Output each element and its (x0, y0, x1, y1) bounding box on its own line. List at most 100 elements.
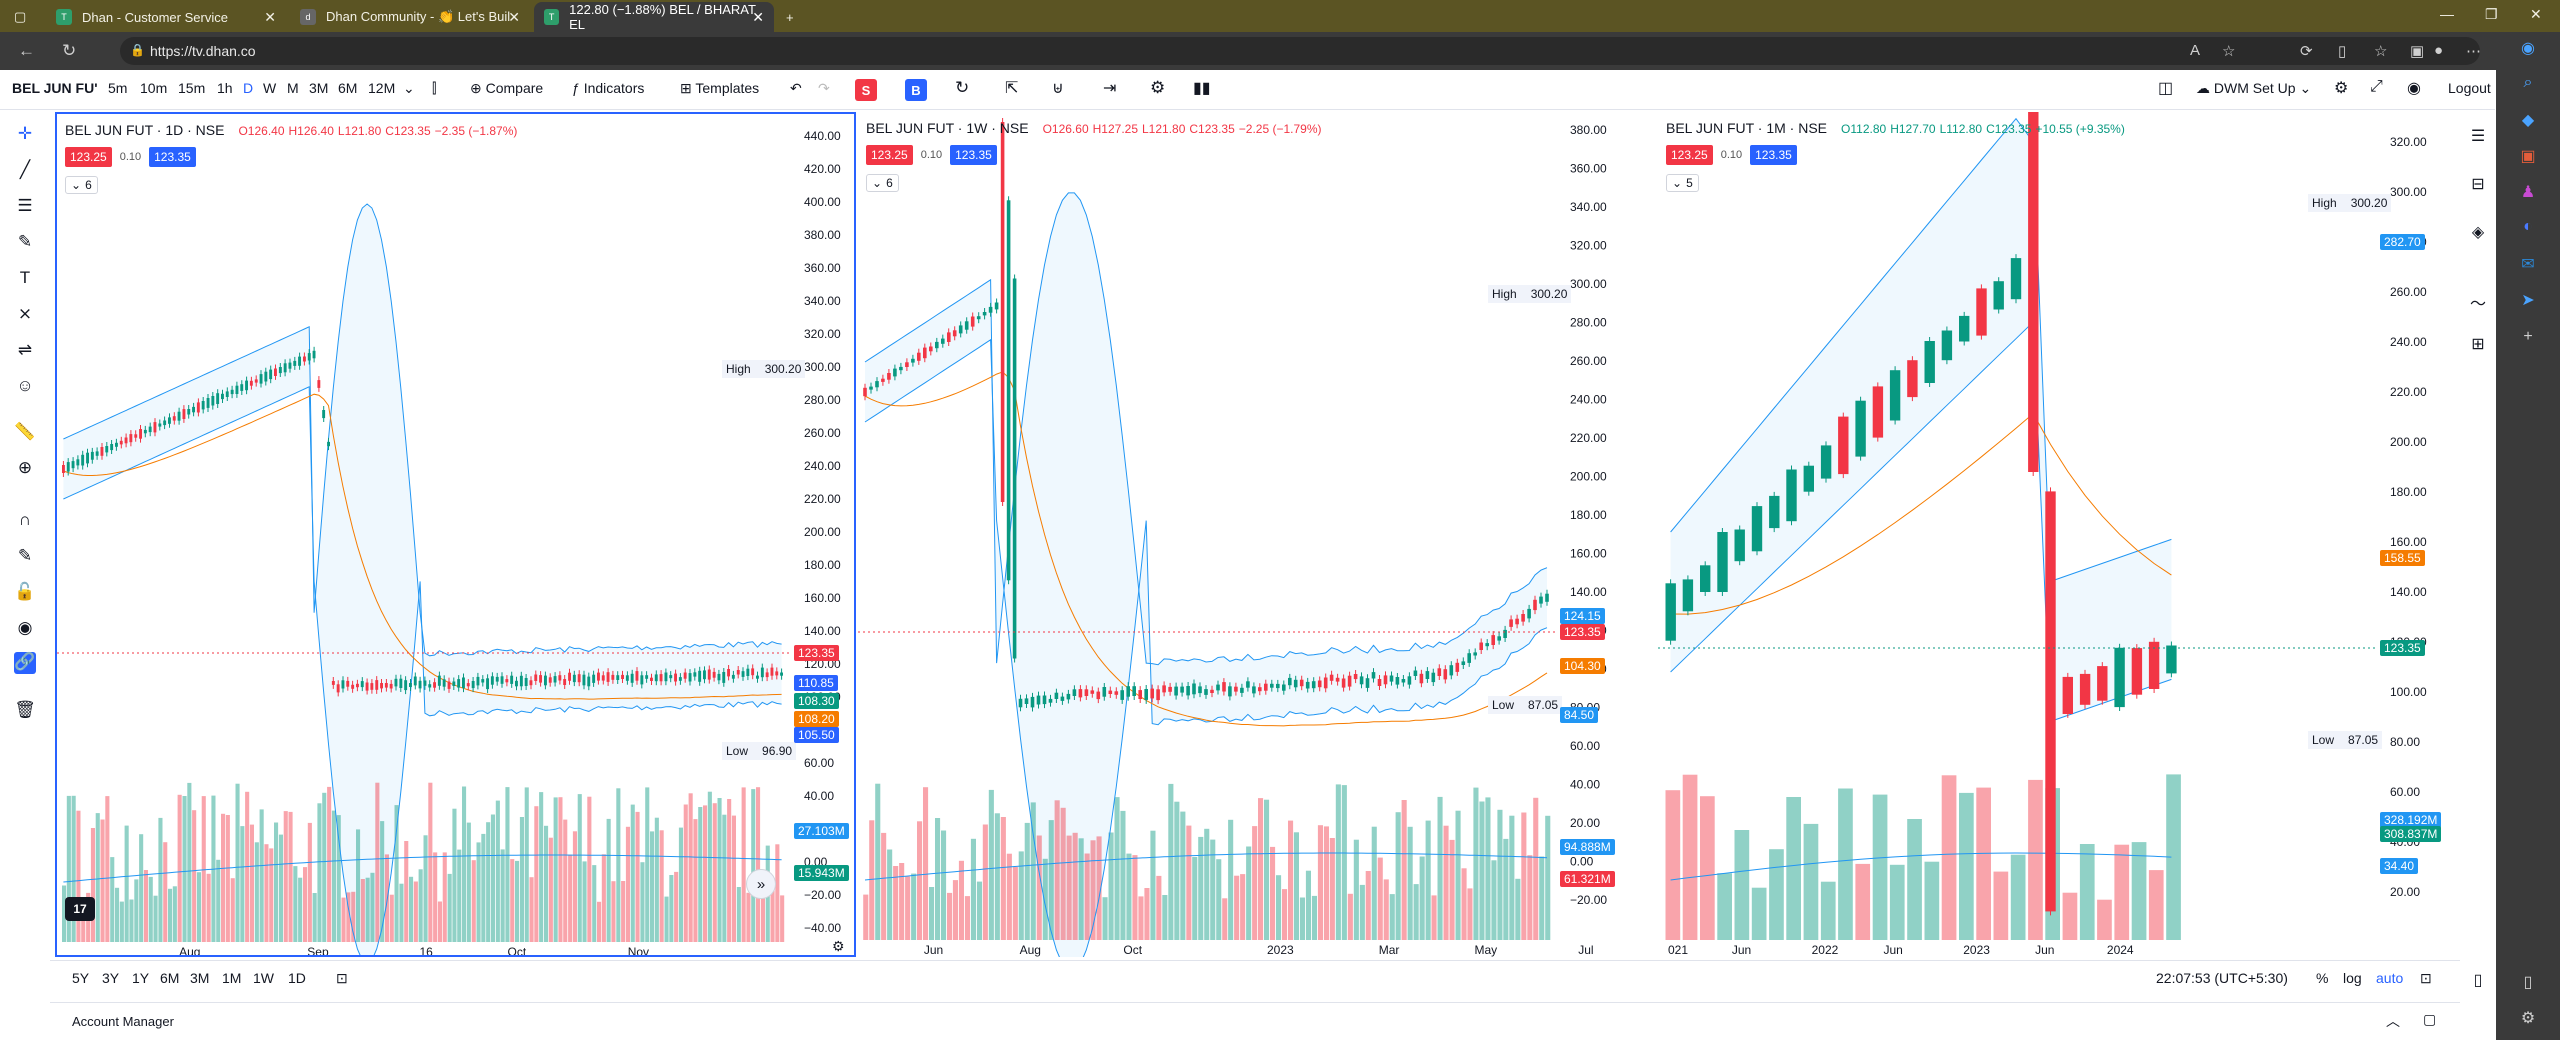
date-range-icon[interactable]: ⊡ (336, 970, 348, 986)
interval-1h[interactable]: 1h (217, 80, 233, 96)
lock-drawing-icon[interactable]: ✎ (17, 546, 33, 565)
bid-price[interactable]: 123.25 (65, 147, 112, 167)
interval-6m[interactable]: 6M (338, 80, 358, 96)
sell-button[interactable]: S (855, 79, 877, 101)
split-icon[interactable]: ▯ (2338, 43, 2347, 60)
sidebar-layout-icon[interactable]: ▯ (2523, 974, 2533, 991)
maximize-panel-icon[interactable]: ▢ (2423, 1011, 2437, 1027)
indicator-collapse-toggle[interactable]: ⌄ 6 (866, 174, 899, 192)
close-icon[interactable]: ✕ (264, 8, 276, 25)
eye-icon[interactable]: ◉ (17, 618, 33, 637)
range-5y[interactable]: 5Y (72, 970, 90, 986)
pane-title[interactable]: BEL JUN FUT · 1W · NSE O126.60 H127.25 L121… (866, 120, 1326, 136)
chevron-up-icon[interactable]: ︿ (2386, 1013, 2400, 1029)
close-window-icon[interactable]: ✕ (2530, 6, 2542, 22)
layout-dropdown[interactable]: ☁ DWM Set Up ⌄ (2196, 80, 2311, 97)
clock[interactable]: 22:07:53 (UTC+5:30) (2156, 970, 2288, 986)
tab-community[interactable]: d Dhan Community - 👏 Let's Buil ✕ (290, 2, 530, 32)
layout-icon[interactable]: ◫ (2158, 80, 2174, 97)
lock-icon[interactable]: 🔓 (14, 582, 36, 601)
refresh-chart-icon[interactable]: ↻ (955, 78, 970, 97)
share-icon[interactable]: ⇱ (1005, 80, 1019, 97)
bid-price[interactable]: 123.25 (1666, 145, 1713, 165)
account-manager-tab[interactable]: Account Manager (72, 1014, 174, 1029)
interval-5m[interactable]: 5m (108, 80, 128, 96)
range-6m[interactable]: 6M (160, 970, 180, 986)
tag-icon[interactable]: ◆ (2521, 112, 2535, 129)
chart-pane-daily[interactable]: 440.00 420.00 400.00 380.00 360.00 340.00 320.… (55, 112, 856, 957)
link-icon[interactable]: 🔗 (14, 652, 36, 674)
settings-gear-icon[interactable]: ⚙ (2334, 80, 2349, 97)
briefcase-icon[interactable]: ▣ (2520, 148, 2536, 165)
exit-icon[interactable]: ⇥ (1103, 80, 1117, 97)
ask-price[interactable]: 123.35 (1750, 145, 1797, 165)
compare-button[interactable]: ⊕ Compare (470, 80, 543, 97)
add-icon[interactable]: + (2523, 328, 2533, 345)
more-icon[interactable]: ⋯ (2466, 43, 2481, 60)
options-icon[interactable]: ⊞ (2471, 336, 2485, 353)
settings-icon[interactable]: ⚙ (832, 938, 845, 954)
indicators-button[interactable]: ƒ Indicators (572, 80, 644, 96)
symbol-search[interactable]: BEL JUN FU' (12, 80, 98, 96)
range-3y[interactable]: 3Y (102, 970, 120, 986)
layers-icon[interactable]: ◈ (2471, 224, 2485, 241)
trash-icon[interactable]: 🗑 (14, 700, 36, 719)
bid-ask-widget[interactable]: 123.25 0.10 123.35 (866, 145, 997, 165)
range-3m[interactable]: 3M (190, 970, 210, 986)
range-1y[interactable]: 1Y (132, 970, 150, 986)
fullscreen-icon[interactable]: ⤢ (2370, 78, 2383, 95)
indicator-collapse-toggle[interactable]: ⌄ 6 (65, 176, 98, 194)
pane-title[interactable]: BEL JUN FUT · 1M · NSE O112.80 H127.70 L112… (1666, 120, 2129, 136)
interval-10m[interactable]: 10m (140, 80, 168, 96)
auto-toggle[interactable]: auto (2376, 970, 2404, 986)
bid-price[interactable]: 123.25 (866, 145, 913, 165)
collections-icon[interactable]: ▣ (2410, 43, 2425, 60)
trendline-icon[interactable]: ╱ (19, 160, 31, 179)
url-field[interactable]: 🔒 https://tv.dhan.co (120, 37, 2480, 65)
chart-canvas[interactable]: 440.00 420.00 400.00 380.00 360.00 340.00 320.… (57, 114, 856, 957)
copilot-icon[interactable]: ◉ (2521, 40, 2535, 57)
send-icon[interactable]: ➤ (2521, 292, 2535, 309)
games-icon[interactable]: ♟ (2520, 184, 2536, 201)
range-1m[interactable]: 1M (222, 970, 242, 986)
drop-icon[interactable]: ◐ (2523, 218, 2533, 235)
redo-icon[interactable]: ↷ (818, 80, 830, 96)
percent-toggle[interactable]: % (2316, 970, 2329, 986)
new-tab-button[interactable]: + (786, 9, 794, 25)
interval-w[interactable]: W (263, 80, 277, 96)
close-icon[interactable]: ✕ (508, 8, 520, 25)
extensions-icon[interactable]: ⟳ (2300, 43, 2313, 60)
tab-customer-service[interactable]: T Dhan - Customer Service ✕ (46, 2, 286, 32)
indicator-collapse-toggle[interactable]: ⌄ 5 (1666, 174, 1699, 192)
watchlist-icon[interactable]: ☰ (2470, 128, 2486, 145)
chevron-down-icon[interactable]: ⌄ (403, 80, 415, 96)
favorites-icon[interactable]: ☆ (2374, 43, 2388, 60)
refresh-icon[interactable]: ↻ (62, 41, 77, 60)
bid-ask-widget[interactable]: 123.25 0.10 123.35 (1666, 145, 1797, 165)
pane-title[interactable]: BEL JUN FUT · 1D · NSE O126.40 H126.40 L121… (65, 122, 521, 138)
chart-canvas[interactable]: 380.00 360.00 340.00 320.00 300.00 280.00 260.… (858, 112, 1656, 957)
read-aloud-icon[interactable]: A (2190, 42, 2201, 59)
candles-icon[interactable]: ⫿ (432, 80, 437, 96)
interval-m[interactable]: M (287, 80, 299, 96)
templates-button[interactable]: ⊞ Templates (680, 80, 759, 97)
brush-icon[interactable]: ✎ (17, 232, 33, 251)
ruler-icon[interactable]: 📏 (14, 422, 36, 441)
outlook-icon[interactable]: ✉ (2521, 256, 2535, 273)
range-1w[interactable]: 1W (253, 970, 274, 986)
tab-tradingview[interactable]: T 122.80 (−1.88%) BEL / BHARAT EL ✕ (534, 2, 774, 32)
fib-icon[interactable]: ☰ (17, 196, 33, 215)
interval-15m[interactable]: 15m (178, 80, 206, 96)
camera-icon[interactable]: ◉ (2407, 80, 2421, 97)
close-icon[interactable]: ✕ (752, 8, 764, 25)
forecast-icon[interactable]: ⇌ (17, 340, 33, 359)
undo-icon[interactable]: ↶ (790, 80, 802, 96)
range-1d[interactable]: 1D (288, 970, 306, 986)
tab-actions-icon[interactable]: ▢ (14, 9, 27, 24)
profile-icon[interactable]: ● (2434, 42, 2444, 59)
minimize-icon[interactable]: — (2440, 6, 2454, 22)
log-toggle[interactable]: log (2343, 970, 2362, 986)
zoom-in-icon[interactable]: ⊕ (17, 458, 33, 477)
chart-pane-monthly[interactable]: 320.00300.00280.00260.00240.00220.00200.… (1658, 112, 2456, 957)
panel-toggle-icon[interactable]: ▯ (2473, 972, 2483, 989)
